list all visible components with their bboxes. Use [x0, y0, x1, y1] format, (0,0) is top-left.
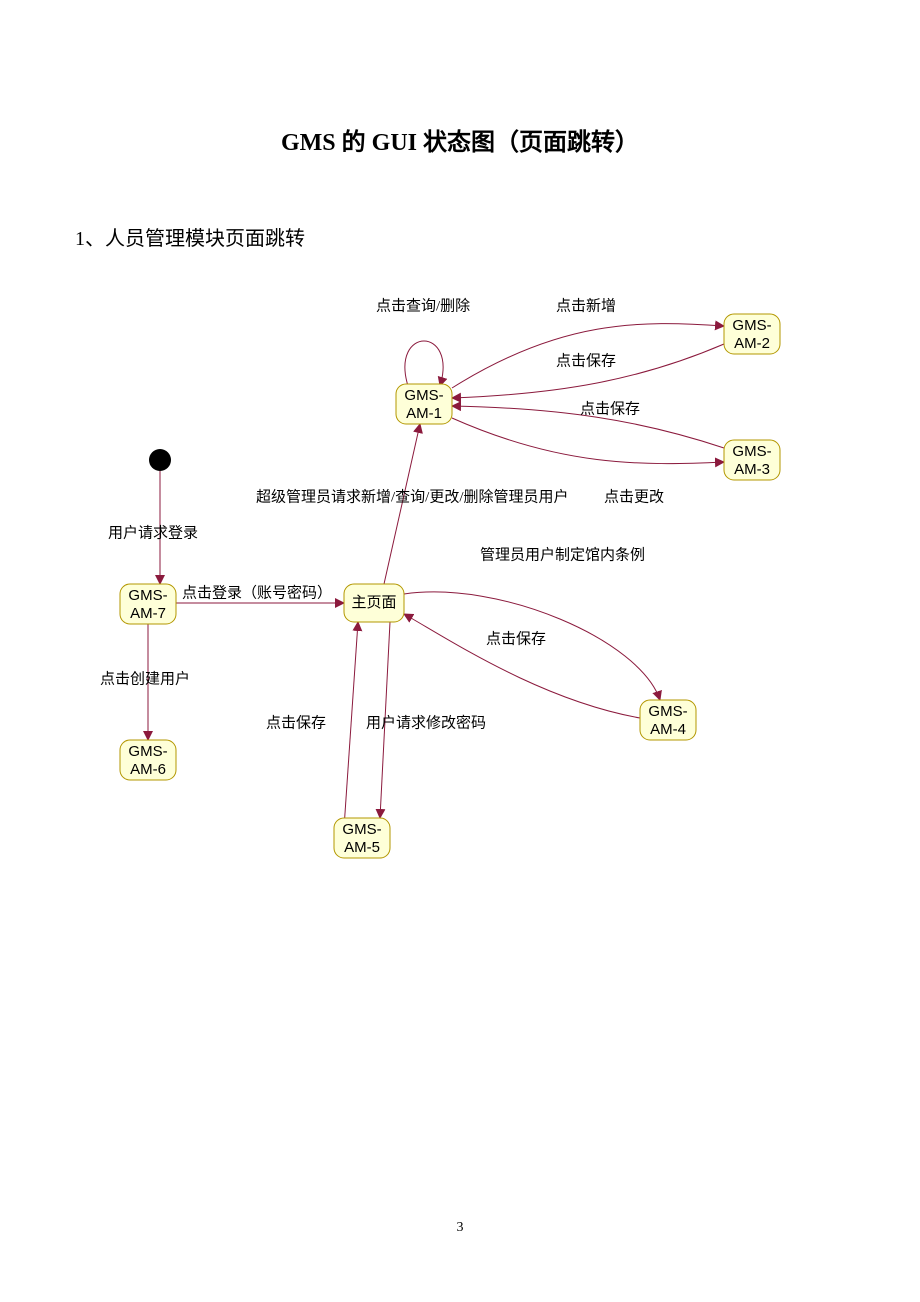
state-diagram: 用户请求登录点击登录（账号密码） 点击创建用户 超级管理员请求新增/查询/更改/删除…: [0, 0, 920, 1302]
edge-label: 点击创建用户: [100, 670, 190, 687]
edge-label: 点击登录（账号密码）: [182, 584, 332, 601]
node-main: 主页面: [344, 584, 404, 622]
node-label: 主页面: [351, 594, 396, 611]
node-am2: GMS-AM-2: [724, 314, 780, 354]
node-label-line1: GMS-: [128, 743, 167, 760]
node-label-line1: GMS-: [732, 443, 771, 460]
node-label-line2: AM-6: [130, 761, 166, 778]
node-am3: GMS-AM-3: [724, 440, 780, 480]
edge-am1-to-am3: [452, 418, 724, 464]
node-am7: GMS-AM-7: [120, 584, 176, 624]
node-label-line2: AM-1: [406, 405, 442, 422]
edge-label: 超级管理员请求新增/查询/更改/删除管理员用户: [256, 488, 569, 505]
edge-am1-to-am1: [405, 341, 443, 386]
edge-label: 点击保存: [556, 352, 616, 369]
edge-label: 点击查询/删除: [376, 297, 470, 314]
node-am4: GMS-AM-4: [640, 700, 696, 740]
node-label-line2: AM-3: [734, 461, 770, 478]
node-label-line1: GMS-: [128, 587, 167, 604]
node-label-line2: AM-7: [130, 605, 166, 622]
node-label-line1: GMS-: [648, 703, 687, 720]
page-number: 3: [0, 1220, 920, 1236]
edge-label: 管理员用户制定馆内条例: [480, 546, 645, 563]
node-label-line1: GMS-: [732, 317, 771, 334]
page-root: GMS 的 GUI 状态图（页面跳转） 1、人员管理模块页面跳转 用户请求登录点…: [0, 0, 920, 1302]
node-am1: GMS-AM-1: [396, 384, 452, 424]
edge-label: 点击更改: [604, 488, 664, 505]
node-label-line2: AM-2: [734, 335, 770, 352]
node-label-line1: GMS-: [342, 821, 381, 838]
node-label-line2: AM-5: [344, 839, 380, 856]
edge-label: 用户请求修改密码: [366, 714, 486, 731]
edge-label: 用户请求登录: [108, 524, 198, 541]
node-label-line1: GMS-: [404, 387, 443, 404]
edge-label: 点击保存: [580, 400, 640, 417]
edge-label: 点击新增: [556, 297, 616, 314]
edge-am5-to-main: [344, 622, 358, 828]
node-am6: GMS-AM-6: [120, 740, 176, 780]
edge-label: 点击保存: [486, 630, 546, 647]
start-state-icon: [149, 449, 171, 471]
edge-am2-to-am1: [452, 344, 724, 398]
edge-am4-to-main: [404, 614, 640, 718]
node-am5: GMS-AM-5: [334, 818, 390, 858]
edge-label: 点击保存: [266, 714, 326, 731]
node-label-line2: AM-4: [650, 721, 686, 738]
